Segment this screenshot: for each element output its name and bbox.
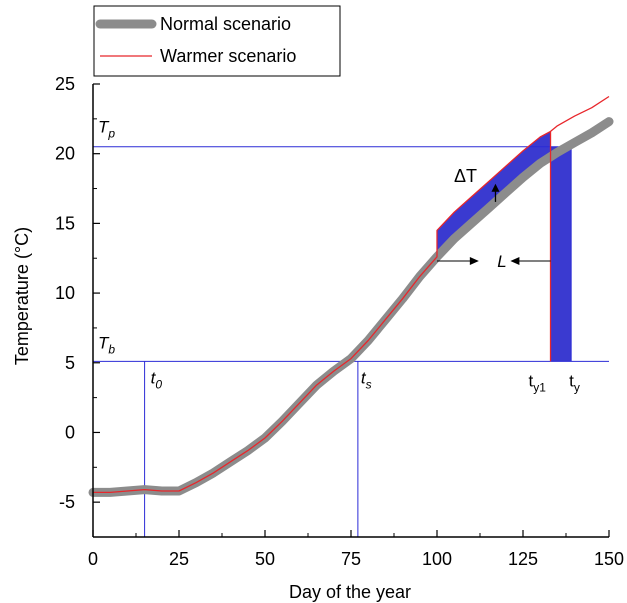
- x-tick-label: 50: [255, 549, 275, 569]
- legend-box: [93, 5, 341, 77]
- x-tick-label: 125: [508, 549, 538, 569]
- ts-label: ts: [361, 368, 372, 391]
- y-tick-label: 25: [55, 74, 75, 94]
- x-tick-label: 0: [88, 549, 98, 569]
- x-tick-label: 25: [169, 549, 189, 569]
- y-tick-label: -5: [59, 492, 75, 512]
- ty1-label: ty1: [529, 371, 547, 394]
- y-tick-label: 15: [55, 213, 75, 233]
- legend-label-normal: Normal scenario: [160, 14, 291, 34]
- tb-label: Tb: [98, 333, 115, 356]
- y-tick-label: 0: [65, 422, 75, 442]
- guide-lines: [93, 146, 609, 537]
- y-axis-ticks: -5 0 5 10 15 20 25: [55, 74, 100, 538]
- y-axis-title: Temperature (°C): [12, 227, 32, 365]
- y-tick-label: 10: [55, 283, 75, 303]
- tp-label: Tp: [98, 118, 115, 141]
- series-warmer-line: [93, 95, 610, 494]
- x-tick-label: 150: [594, 549, 624, 569]
- delta-t-arrow-head: [491, 183, 500, 192]
- legend: Normal scenario Warmer scenario: [93, 5, 341, 77]
- x-axis-title: Day of the year: [289, 582, 411, 602]
- x-tick-label: 100: [422, 549, 452, 569]
- marker-labels: Tp Tb t0 ts ty1 ty: [98, 118, 580, 395]
- series-normal-line: [88, 117, 614, 497]
- t0-label: t0: [151, 368, 163, 391]
- annotations: ΔT L: [437, 166, 551, 271]
- length-region: [550, 146, 572, 362]
- x-axis-ticks: 0 25 50 75 100 125 150: [88, 530, 624, 569]
- length-label: L: [497, 252, 506, 271]
- y-tick-label: 5: [65, 353, 75, 373]
- legend-label-warmer: Warmer scenario: [160, 46, 296, 66]
- delta-t-label: ΔT: [454, 166, 477, 186]
- series-lines: [88, 95, 614, 497]
- length-arrow-left-head: [469, 257, 479, 266]
- y-tick-label: 20: [55, 144, 75, 164]
- x-tick-label: 75: [341, 549, 361, 569]
- length-arrow-right-head: [510, 257, 520, 266]
- ty-label: ty: [569, 371, 580, 394]
